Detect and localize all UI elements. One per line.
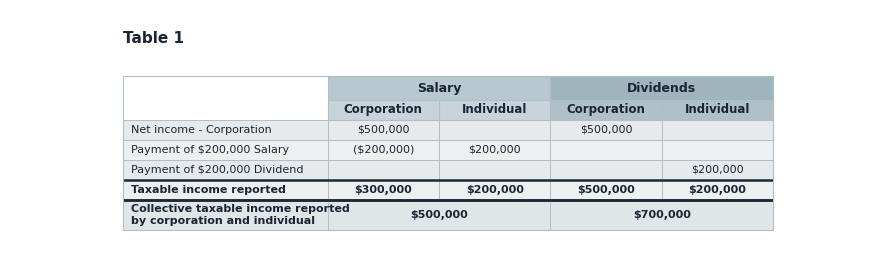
Bar: [122, 76, 328, 100]
Bar: [328, 100, 439, 120]
Bar: [439, 160, 551, 180]
Bar: [551, 120, 662, 140]
Bar: [439, 120, 551, 140]
Bar: [551, 160, 662, 180]
Bar: [328, 180, 439, 200]
Text: Payment of $200,000 Dividend: Payment of $200,000 Dividend: [131, 165, 303, 175]
Text: $500,000: $500,000: [357, 125, 410, 135]
Text: Net income - Corporation: Net income - Corporation: [131, 125, 272, 135]
Bar: [122, 120, 328, 140]
Text: $200,000: $200,000: [691, 165, 744, 175]
Bar: [551, 140, 662, 160]
Bar: [122, 140, 328, 160]
Bar: [122, 100, 328, 120]
Text: Salary: Salary: [417, 82, 461, 94]
Text: $200,000: $200,000: [466, 185, 524, 195]
Bar: [328, 160, 439, 180]
Text: Individual: Individual: [462, 103, 527, 117]
Bar: [662, 180, 773, 200]
Bar: [328, 76, 551, 100]
Bar: [551, 180, 662, 200]
Text: $700,000: $700,000: [633, 210, 690, 220]
Text: ($200,000): ($200,000): [352, 145, 414, 155]
Text: $200,000: $200,000: [468, 145, 521, 155]
Bar: [662, 120, 773, 140]
Text: Corporation: Corporation: [566, 103, 646, 117]
Text: Individual: Individual: [684, 103, 750, 117]
Text: Corporation: Corporation: [343, 103, 423, 117]
Text: $300,000: $300,000: [355, 185, 413, 195]
Bar: [328, 120, 439, 140]
Bar: [328, 200, 551, 230]
Bar: [551, 76, 773, 100]
Bar: [439, 140, 551, 160]
Bar: [122, 180, 328, 200]
Text: Table 1: Table 1: [122, 31, 184, 46]
Bar: [439, 180, 551, 200]
Text: Payment of $200,000 Salary: Payment of $200,000 Salary: [131, 145, 289, 155]
Bar: [662, 160, 773, 180]
Text: $500,000: $500,000: [410, 210, 468, 220]
Text: $500,000: $500,000: [579, 125, 632, 135]
Text: Taxable income reported: Taxable income reported: [131, 185, 286, 195]
Bar: [122, 160, 328, 180]
Text: Collective taxable income reported
by corporation and individual: Collective taxable income reported by co…: [131, 204, 350, 226]
Bar: [439, 100, 551, 120]
Text: $200,000: $200,000: [689, 185, 746, 195]
Bar: [662, 140, 773, 160]
Bar: [551, 100, 662, 120]
Bar: [551, 200, 773, 230]
Text: Dividends: Dividends: [628, 82, 697, 94]
Text: $500,000: $500,000: [577, 185, 635, 195]
Bar: [122, 200, 328, 230]
Bar: [328, 140, 439, 160]
Bar: [662, 100, 773, 120]
